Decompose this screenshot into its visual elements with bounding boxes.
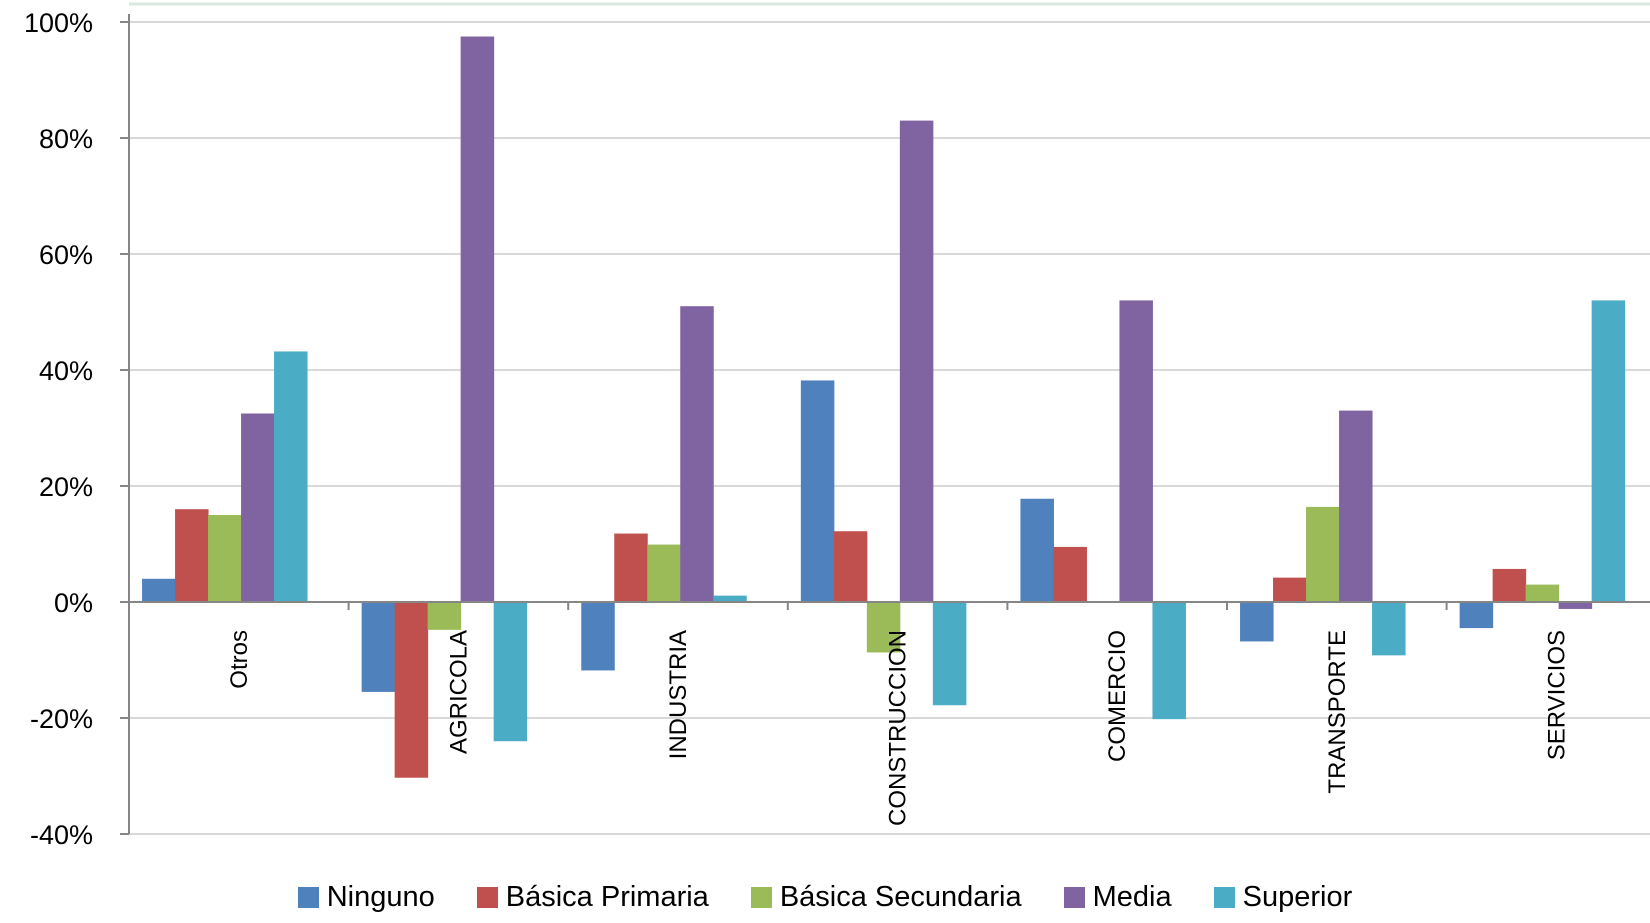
bar-servicios-b-sica-primaria [1492, 568, 1527, 602]
legend-label: Superior [1242, 881, 1353, 913]
legend-label: Básica Secundaria [779, 881, 1022, 913]
bar-transporte-superior [1372, 602, 1406, 656]
legend-label: Básica Primaria [505, 881, 709, 913]
bars [142, 36, 1626, 778]
bar-transporte-b-sica-secundaria [1306, 506, 1340, 602]
legend-swatch [297, 887, 319, 908]
bar-construccion-ninguno [800, 380, 835, 602]
bar-otros-b-sica-secundaria [208, 515, 242, 602]
y-tick-label: 80% [39, 124, 93, 154]
category-label: AGRICOLA [445, 630, 472, 754]
bar-industria-b-sica-secundaria [647, 544, 681, 602]
bar-otros-media [241, 413, 275, 602]
bar-construccion-b-sica-secundaria [866, 602, 901, 653]
y-tick-label: 0% [54, 588, 93, 618]
bar-agricola-media [460, 36, 495, 602]
bar-servicios-media [1558, 602, 1593, 609]
legend-swatch [476, 887, 498, 908]
y-tick-label: 60% [39, 240, 93, 270]
bar-comercio-b-sica-primaria [1053, 546, 1087, 602]
category-label: Otros [226, 630, 253, 689]
bar-transporte-media [1339, 410, 1373, 602]
bar-servicios-superior [1591, 300, 1626, 602]
legend: Ninguno Básica Primaria Básica Secundaria M… [0, 872, 1650, 923]
legend-label: Media [1092, 881, 1172, 913]
bar-servicios-b-sica-secundaria [1525, 584, 1560, 602]
bar-otros-superior [274, 351, 308, 602]
legend-item: Superior [1213, 881, 1353, 914]
bar-comercio-ninguno [1020, 498, 1054, 602]
tick-labels: 100% 80% 60% 40% 20% 0% -20% -40% Otros AGRICOLA I… [24, 8, 1570, 850]
bar-servicios-ninguno [1459, 602, 1494, 629]
bar-otros-ninguno [142, 578, 176, 602]
bar-agricola-superior [493, 602, 528, 742]
bar-industria-ninguno [581, 602, 615, 671]
category-label: INDUSTRIA [665, 630, 692, 759]
legend-swatch [750, 887, 772, 908]
bar-construccion-superior [932, 602, 967, 706]
y-tick-label: -20% [30, 704, 93, 734]
legend-label: Ninguno [326, 881, 435, 913]
bar-otros-b-sica-primaria [175, 509, 209, 602]
bar-comercio-superior [1152, 602, 1186, 720]
axes [120, 14, 1650, 835]
category-label: CONSTRUCCION [885, 630, 912, 826]
y-tick-label: 100% [24, 8, 93, 38]
bar-construccion-b-sica-primaria [833, 531, 868, 602]
bar-agricola-b-sica-primaria [394, 602, 429, 778]
y-tick-label: 40% [39, 356, 93, 386]
bar-transporte-b-sica-primaria [1273, 577, 1307, 602]
bar-transporte-ninguno [1240, 602, 1274, 642]
legend-item: Básica Primaria [476, 881, 709, 914]
category-label: COMERCIO [1104, 630, 1131, 762]
bar-industria-media [680, 306, 714, 602]
category-label: TRANSPORTE [1324, 630, 1351, 794]
legend-item: Ninguno [297, 881, 435, 914]
bar-industria-superior [713, 595, 747, 602]
y-tick-label: -40% [30, 820, 93, 850]
bar-agricola-ninguno [361, 602, 396, 692]
legend-swatch [1063, 887, 1085, 908]
legend-item: Básica Secundaria [750, 881, 1022, 914]
category-label: SERVICIOS [1543, 630, 1570, 760]
bar-comercio-media [1119, 300, 1153, 602]
legend-item: Media [1063, 881, 1172, 914]
legend-swatch [1213, 887, 1235, 908]
y-tick-label: 20% [39, 472, 93, 502]
bar-agricola-b-sica-secundaria [427, 602, 462, 630]
gridlines [129, 21, 1650, 835]
bar-construccion-media [899, 120, 934, 602]
bar-industria-b-sica-primaria [614, 533, 648, 602]
